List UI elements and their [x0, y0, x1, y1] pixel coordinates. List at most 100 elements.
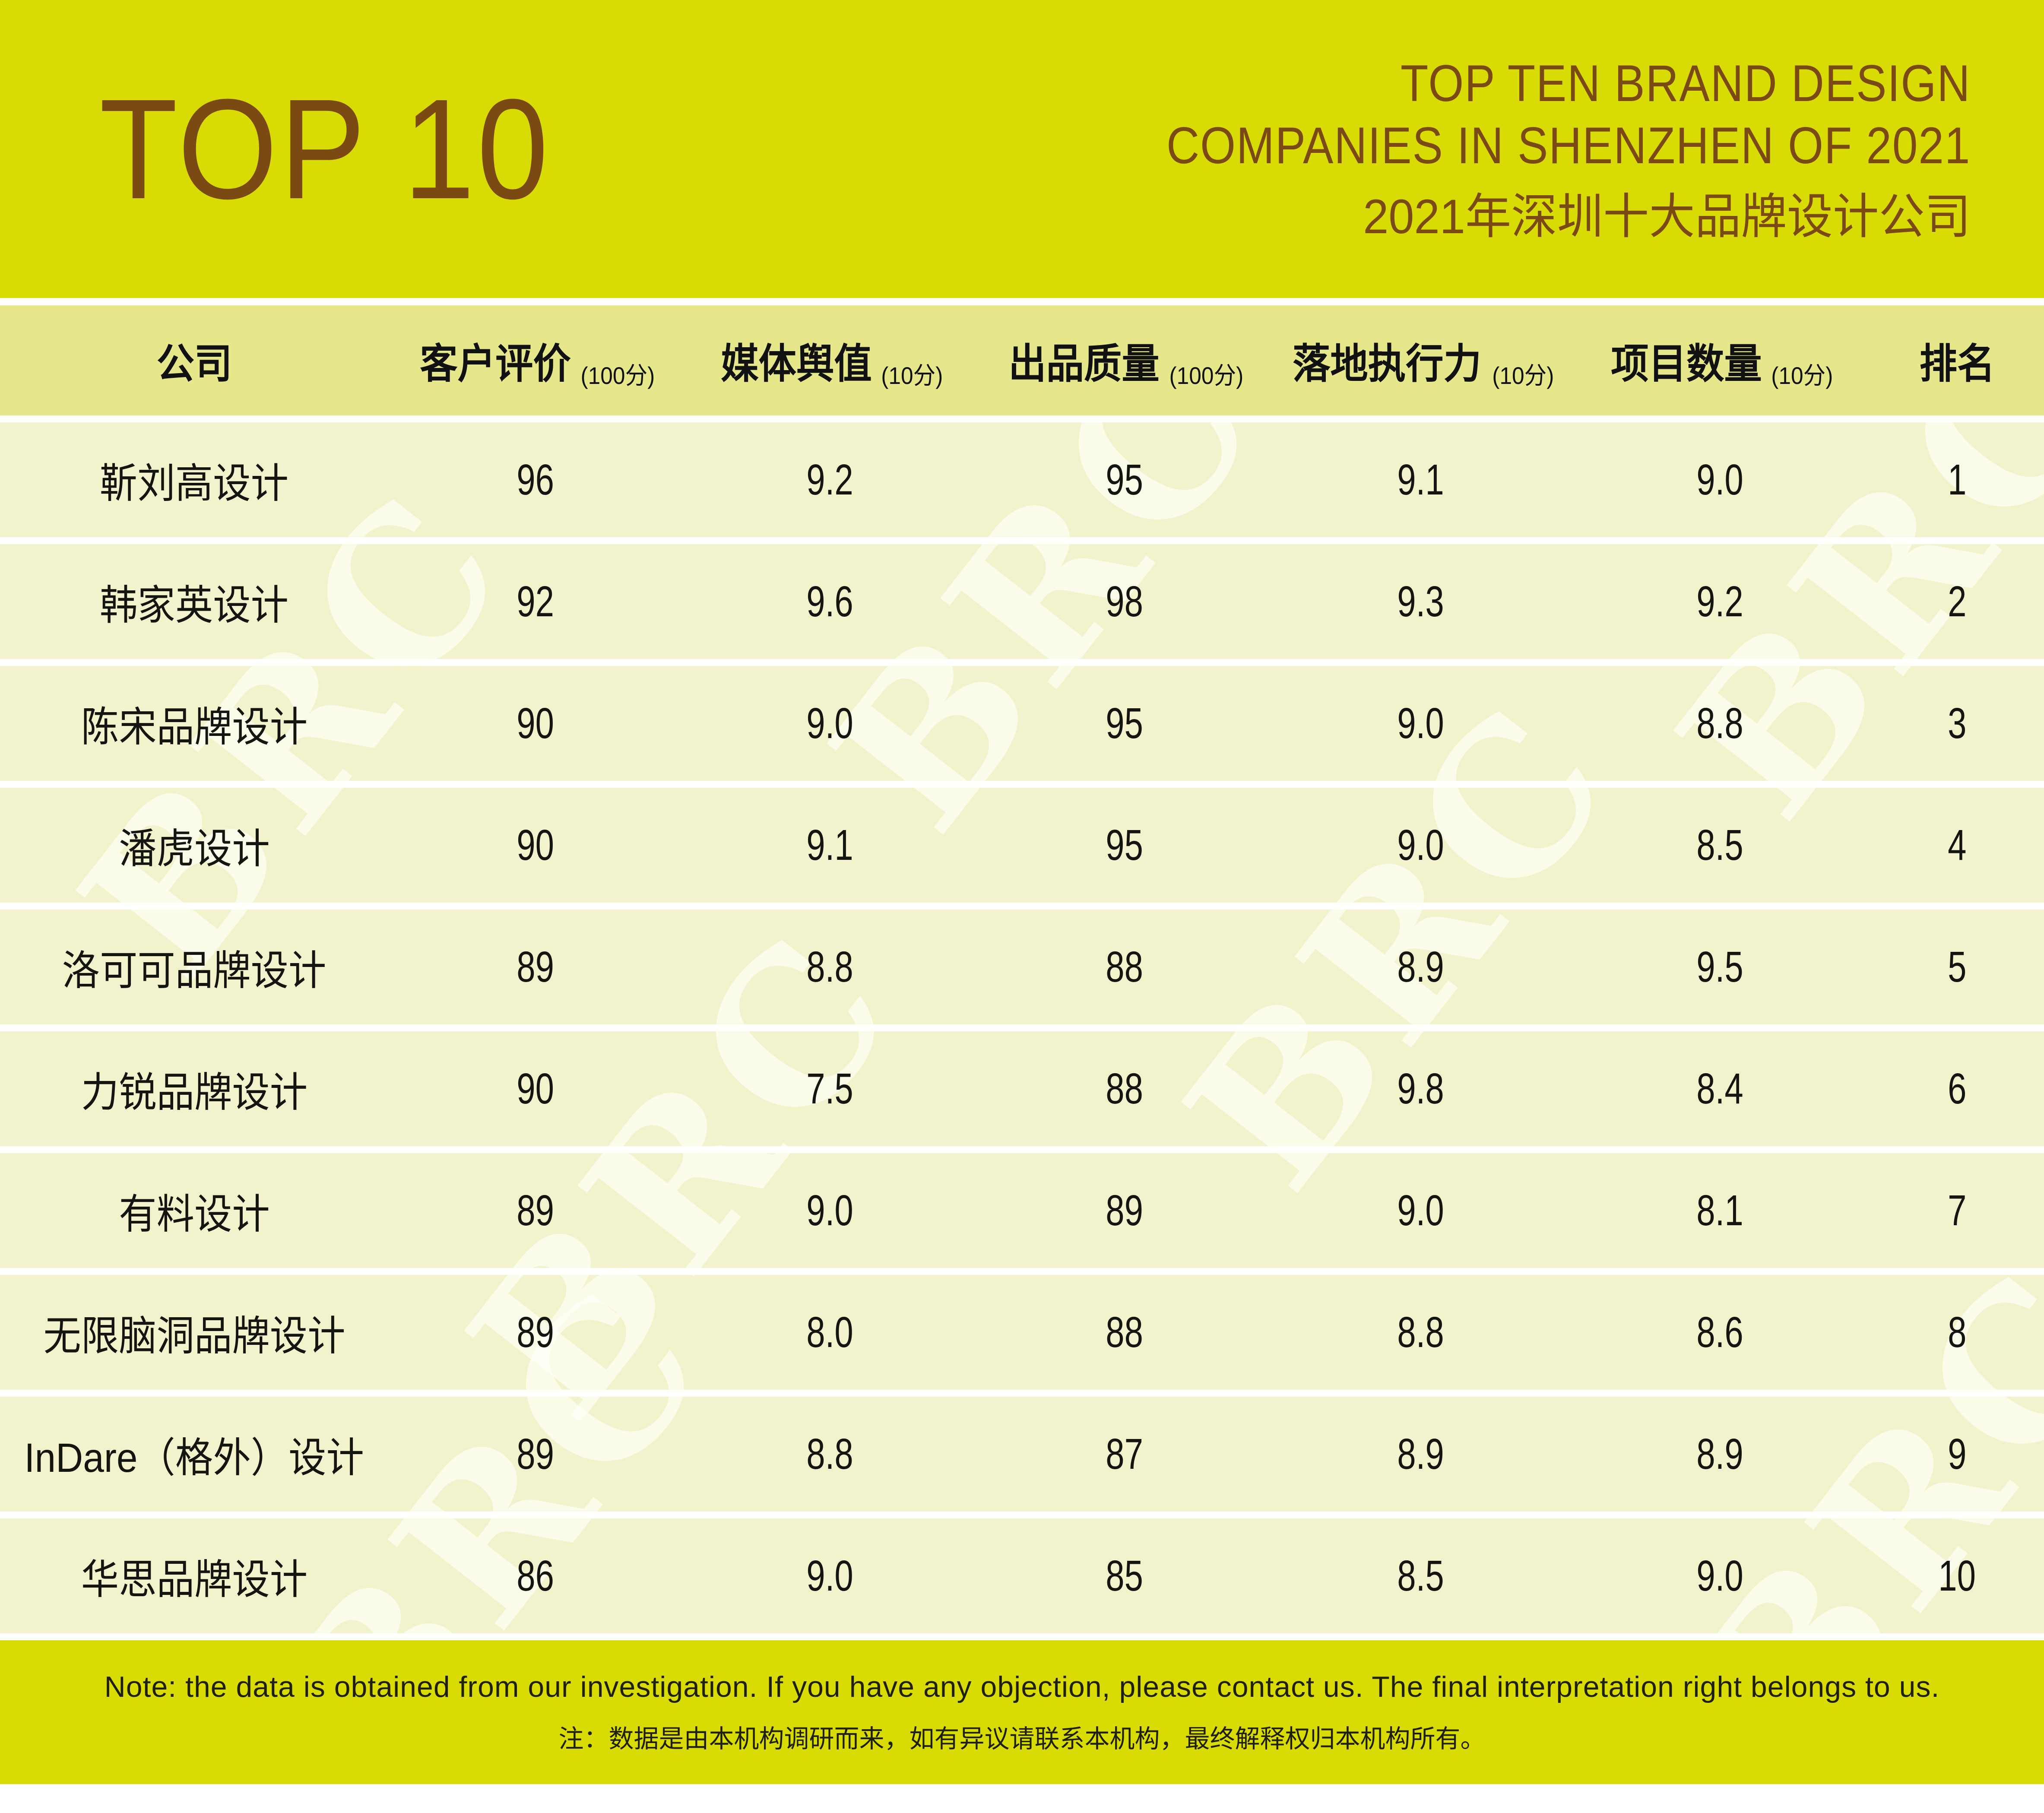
rank-value: 5	[1948, 942, 1967, 991]
cell-execution: 8.5	[1271, 1518, 1570, 1633]
cell-execution: 8.9	[1271, 1397, 1570, 1512]
media-value: 9.0	[806, 699, 853, 748]
column-header-label: 客户评价	[419, 341, 571, 387]
column-header-company: 公司	[0, 305, 388, 415]
customer-rating-value: 92	[517, 577, 555, 626]
media-value: 9.0	[806, 1551, 853, 1600]
cell-rank: 8	[1870, 1275, 2044, 1390]
cell-customer-rating: 90	[388, 788, 683, 903]
cell-project-count: 8.5	[1570, 788, 1870, 903]
cell-execution: 8.8	[1271, 1275, 1570, 1390]
product-quality-value: 85	[1105, 1551, 1143, 1600]
cell-product-quality: 88	[977, 1275, 1271, 1390]
customer-rating-value: 89	[517, 1429, 555, 1478]
media-value: 8.8	[806, 1429, 853, 1478]
cell-media-value: 9.2	[683, 422, 977, 537]
cell-product-quality: 95	[977, 666, 1271, 781]
table-row: 有料设计 89 9.0 89 9.0 8.1 7	[0, 1153, 2044, 1268]
cell-project-count: 8.9	[1570, 1397, 1870, 1512]
cell-company: InDare（格外）设计	[0, 1397, 388, 1512]
table-row: 潘虎设计 90 9.1 95 9.0 8.5 4	[0, 788, 2044, 903]
table-row: 靳刘高设计 96 9.2 95 9.1 9.0 1	[0, 422, 2044, 537]
column-header-unit: (10分)	[881, 362, 943, 389]
cell-rank: 5	[1870, 910, 2044, 1024]
table-header-row: 公司 客户评价 (100分) 媒体舆值 (10分) 出品质量 (100分) 落地执行力…	[0, 305, 2044, 415]
execution-value: 8.8	[1397, 1308, 1444, 1357]
cell-rank: 2	[1870, 544, 2044, 659]
table-row: 陈宋品牌设计 90 9.0 95 9.0 8.8 3	[0, 666, 2044, 781]
title-english-line1: TOP TEN BRAND DESIGN	[1400, 54, 1971, 112]
customer-rating-value: 90	[517, 699, 555, 748]
cell-company: 靳刘高设计	[0, 422, 388, 537]
cell-product-quality: 87	[977, 1397, 1271, 1512]
cell-execution: 8.9	[1271, 910, 1570, 1024]
company-name: 有料设计	[118, 1191, 270, 1237]
company-name: 靳刘高设计	[100, 460, 289, 507]
media-value: 8.8	[806, 942, 853, 991]
cell-product-quality: 85	[977, 1518, 1271, 1633]
footer-note: Note: the data is obtained from our inve…	[0, 1640, 2044, 1784]
media-value: 9.0	[806, 1186, 853, 1235]
product-quality-value: 89	[1105, 1186, 1143, 1235]
project-count-value: 9.5	[1696, 942, 1744, 991]
title-english-line2: COMPANIES IN SHENZHEN OF 2021	[1166, 116, 1971, 174]
cell-execution: 9.0	[1271, 1153, 1570, 1268]
banner-titles: TOP TEN BRAND DESIGN COMPANIES IN SHENZH…	[1057, 52, 1971, 246]
cell-company: 华思品牌设计	[0, 1518, 388, 1633]
product-quality-value: 87	[1105, 1429, 1143, 1478]
column-header-media-value: 媒体舆值 (10分)	[683, 305, 977, 415]
execution-value: 9.1	[1397, 455, 1444, 504]
media-value: 9.1	[806, 821, 853, 869]
table-row: 力锐品牌设计 90 7.5 88 9.8 8.4 6	[0, 1031, 2044, 1146]
title-chinese: 2021年深圳十大品牌设计公司	[1363, 189, 1971, 244]
table-row: 洛可可品牌设计 89 8.8 88 8.9 9.5 5	[0, 910, 2044, 1024]
company-name: 力锐品牌设计	[81, 1069, 307, 1116]
cell-customer-rating: 96	[388, 422, 683, 537]
cell-product-quality: 89	[977, 1153, 1271, 1268]
cell-rank: 1	[1870, 422, 2044, 537]
cell-project-count: 9.0	[1570, 1518, 1870, 1633]
rank-value: 3	[1948, 699, 1967, 748]
column-header-label: 公司	[156, 341, 232, 387]
cell-rank: 9	[1870, 1397, 2044, 1512]
project-count-value: 8.6	[1696, 1308, 1744, 1357]
execution-value: 9.3	[1397, 577, 1444, 626]
product-quality-value: 98	[1105, 577, 1143, 626]
cell-product-quality: 88	[977, 1031, 1271, 1146]
project-count-value: 8.1	[1696, 1186, 1744, 1235]
project-count-value: 9.2	[1696, 577, 1744, 626]
execution-value: 9.8	[1397, 1064, 1444, 1113]
rank-value: 6	[1948, 1064, 1967, 1113]
customer-rating-value: 96	[517, 455, 555, 504]
column-header-label: 媒体舆值	[720, 341, 872, 387]
cell-customer-rating: 92	[388, 544, 683, 659]
cell-project-count: 8.4	[1570, 1031, 1870, 1146]
cell-company: 无限脑洞品牌设计	[0, 1275, 388, 1390]
footer-note-english: Note: the data is obtained from our inve…	[104, 1670, 1940, 1703]
cell-project-count: 8.6	[1570, 1275, 1870, 1390]
rank-value: 10	[1938, 1551, 1976, 1600]
cell-execution: 9.3	[1271, 544, 1570, 659]
column-header-label: 落地执行力	[1293, 341, 1482, 387]
project-count-value: 9.0	[1696, 455, 1744, 504]
project-count-value: 8.4	[1696, 1064, 1744, 1113]
cell-project-count: 9.2	[1570, 544, 1870, 659]
cell-project-count: 8.1	[1570, 1153, 1870, 1268]
cell-media-value: 9.6	[683, 544, 977, 659]
table-row: 无限脑洞品牌设计 89 8.0 88 8.8 8.6 8	[0, 1275, 2044, 1390]
footer-note-chinese: 注：数据是由本机构调研而来，如有异议请联系本机构，最终解释权归本机构所有。	[558, 1724, 1486, 1753]
column-header-unit: (100分)	[1169, 362, 1244, 389]
product-quality-value: 95	[1105, 699, 1143, 748]
cell-customer-rating: 90	[388, 1031, 683, 1146]
cell-company: 潘虎设计	[0, 788, 388, 903]
cell-execution: 9.0	[1271, 788, 1570, 903]
company-name: 无限脑洞品牌设计	[43, 1313, 345, 1359]
rank-value: 7	[1948, 1186, 1967, 1235]
cell-media-value: 9.0	[683, 1153, 977, 1268]
product-quality-value: 95	[1105, 455, 1143, 504]
product-quality-value: 88	[1105, 1064, 1143, 1113]
execution-value: 9.0	[1397, 821, 1444, 869]
execution-value: 9.0	[1397, 1186, 1444, 1235]
project-count-value: 8.5	[1696, 821, 1744, 869]
cell-rank: 3	[1870, 666, 2044, 781]
